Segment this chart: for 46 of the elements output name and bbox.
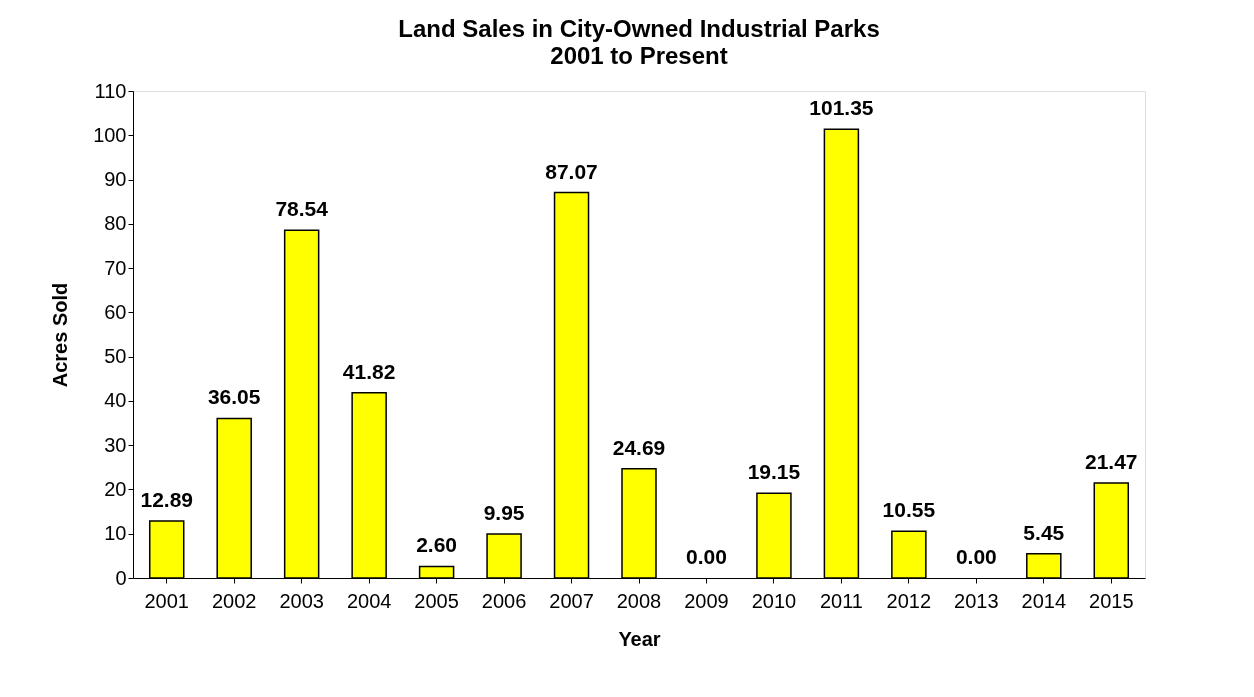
y-tick-label: 10 — [104, 522, 127, 545]
x-tick-label: 2007 — [549, 589, 594, 612]
data-label: 78.54 — [275, 197, 329, 221]
y-tick-label: 90 — [104, 168, 127, 191]
y-tick-label: 60 — [104, 300, 127, 323]
data-label: 101.35 — [809, 96, 874, 120]
x-tick-label: 2015 — [1089, 589, 1134, 612]
x-tick-label: 2002 — [211, 589, 257, 612]
x-axis-title: Year — [618, 627, 661, 650]
data-label: 5.45 — [1023, 520, 1065, 544]
data-label: 12.89 — [140, 487, 194, 511]
data-label: 0.00 — [955, 545, 997, 568]
x-tick-label: 2006 — [481, 589, 527, 612]
data-label: 87.07 — [545, 159, 598, 183]
y-tick-label: 20 — [104, 477, 127, 500]
x-tick-label: 2010 — [751, 589, 797, 612]
data-label: 21.47 — [1084, 449, 1138, 473]
y-tick-label: 80 — [104, 212, 127, 235]
chart-title: Land Sales in City-Owned Industrial Parks — [398, 15, 880, 42]
y-tick-label: 50 — [104, 345, 127, 368]
x-tick-label: 2013 — [954, 589, 999, 612]
data-label: 41.82 — [342, 359, 396, 383]
x-tick-label: 2014 — [1021, 589, 1067, 612]
x-tick-label: 2009 — [684, 589, 729, 612]
y-tick-label: 30 — [104, 433, 127, 456]
x-tick-label: 2005 — [414, 589, 459, 612]
data-label: 24.69 — [612, 435, 666, 459]
x-tick-label: 2012 — [886, 589, 932, 612]
x-tick-label: 2011 — [819, 589, 863, 612]
y-tick-label: 70 — [104, 256, 127, 279]
data-label: 10.55 — [882, 498, 936, 522]
data-label: 36.05 — [207, 385, 261, 409]
x-tick-label: 2004 — [346, 589, 392, 612]
data-label: 2.60 — [416, 533, 458, 557]
chart-subtitle: 2001 to Present — [550, 42, 728, 69]
y-axis-title: Acres Sold — [49, 282, 72, 388]
data-label: 19.15 — [747, 460, 801, 484]
y-tick-label: 40 — [104, 389, 127, 412]
y-tick-label: 0 — [115, 566, 127, 589]
y-tick-label: 110 — [94, 79, 127, 102]
y-tick-label: 100 — [93, 123, 127, 146]
x-tick-label: 2001 — [144, 589, 189, 612]
data-label: 0.00 — [686, 545, 727, 568]
data-label: 9.95 — [483, 500, 525, 524]
x-tick-label: 2008 — [616, 589, 662, 612]
x-tick-label: 2003 — [279, 589, 324, 612]
